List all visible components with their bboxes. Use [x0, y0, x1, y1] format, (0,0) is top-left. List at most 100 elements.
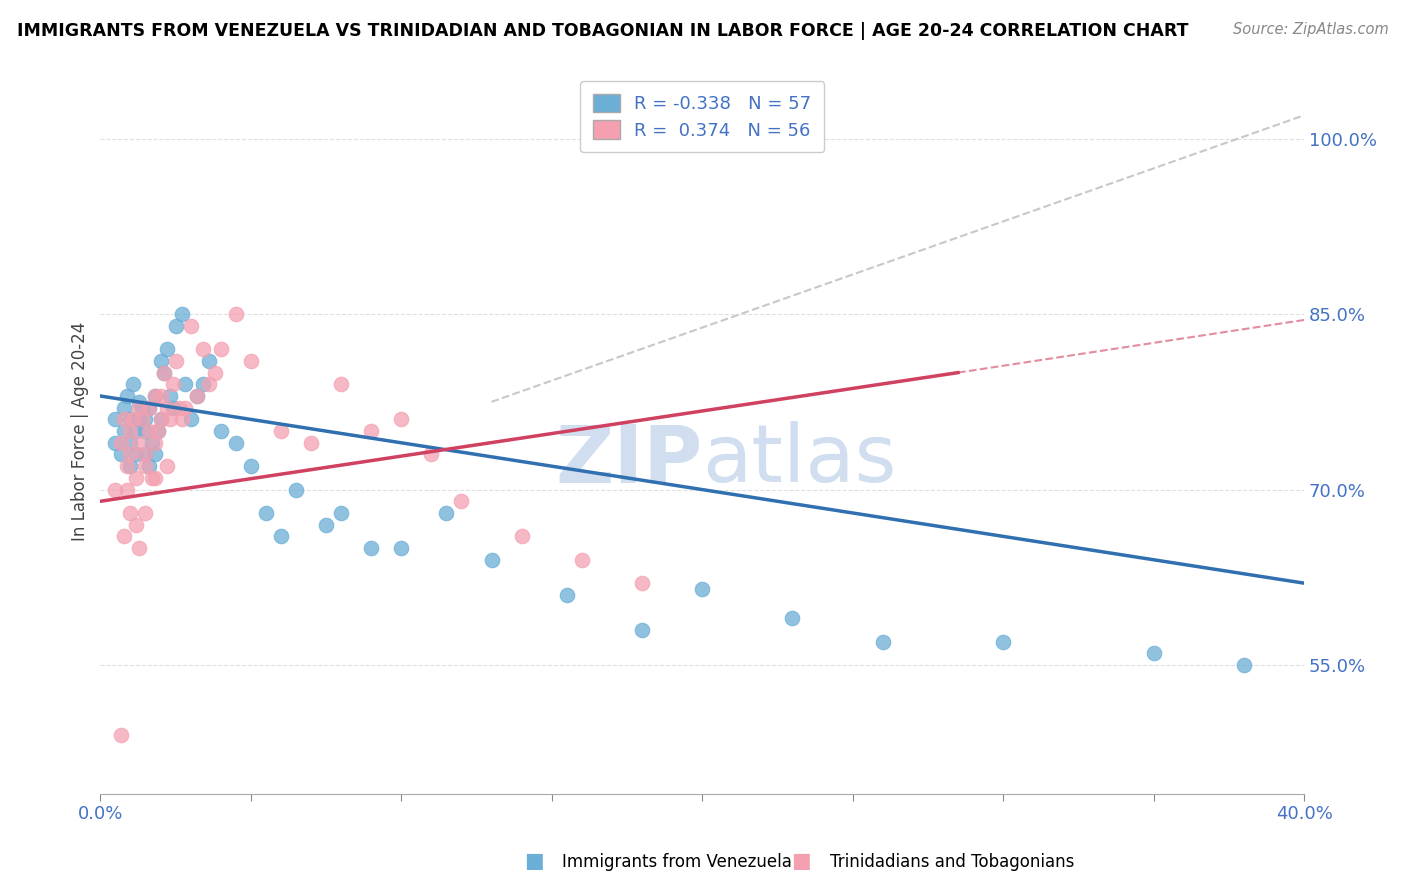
Point	[389, 541, 412, 555]
Point	[420, 448, 443, 462]
Point	[204, 366, 226, 380]
Point	[122, 412, 145, 426]
Text: ■: ■	[792, 851, 811, 871]
Point	[122, 377, 145, 392]
Point	[170, 307, 193, 321]
Point	[209, 424, 232, 438]
Point	[143, 389, 166, 403]
Point	[159, 389, 181, 403]
Point	[152, 366, 174, 380]
Point	[360, 424, 382, 438]
Point	[360, 541, 382, 555]
Point	[173, 377, 195, 392]
Point	[284, 483, 307, 497]
Point	[131, 401, 153, 415]
Point	[165, 318, 187, 333]
Point	[186, 389, 208, 403]
Point	[180, 318, 202, 333]
Text: Source: ZipAtlas.com: Source: ZipAtlas.com	[1233, 22, 1389, 37]
Point	[134, 506, 156, 520]
Point	[149, 354, 172, 368]
Point	[299, 435, 322, 450]
Point	[110, 435, 132, 450]
Point	[125, 424, 148, 438]
Point	[991, 634, 1014, 648]
Point	[143, 471, 166, 485]
Point	[571, 553, 593, 567]
Point	[149, 412, 172, 426]
Point	[138, 459, 160, 474]
Point	[125, 471, 148, 485]
Point	[170, 412, 193, 426]
Point	[143, 389, 166, 403]
Point	[155, 401, 177, 415]
Point	[120, 412, 142, 426]
Point	[162, 377, 184, 392]
Point	[631, 576, 654, 591]
Point	[134, 459, 156, 474]
Point	[128, 412, 150, 426]
Point	[1142, 646, 1164, 660]
Point	[120, 448, 142, 462]
Point	[690, 582, 713, 596]
Point	[162, 401, 184, 415]
Point	[191, 377, 214, 392]
Point	[146, 424, 169, 438]
Point	[125, 517, 148, 532]
Point	[270, 529, 292, 543]
Point	[104, 435, 127, 450]
Point	[225, 307, 247, 321]
Point	[197, 354, 219, 368]
Point	[138, 401, 160, 415]
Point	[239, 354, 262, 368]
Point	[141, 471, 163, 485]
Text: Trinidadians and Tobagonians: Trinidadians and Tobagonians	[830, 853, 1074, 871]
Point	[270, 424, 292, 438]
Point	[128, 541, 150, 555]
Point	[117, 389, 139, 403]
Point	[450, 494, 472, 508]
Point	[117, 459, 139, 474]
Point	[631, 623, 654, 637]
Point	[128, 395, 150, 409]
Point	[112, 412, 135, 426]
Point	[167, 401, 190, 415]
Point	[155, 459, 177, 474]
Point	[141, 435, 163, 450]
Point	[159, 412, 181, 426]
Point	[110, 728, 132, 742]
Point	[125, 448, 148, 462]
Point	[315, 517, 337, 532]
Text: ■: ■	[524, 851, 544, 871]
Point	[134, 448, 156, 462]
Point	[138, 401, 160, 415]
Point	[481, 553, 503, 567]
Point	[225, 435, 247, 450]
Point	[112, 529, 135, 543]
Text: atlas: atlas	[702, 421, 897, 500]
Point	[555, 588, 578, 602]
Legend: R = -0.338   N = 57, R =  0.374   N = 56: R = -0.338 N = 57, R = 0.374 N = 56	[581, 81, 824, 153]
Point	[155, 343, 177, 357]
Text: Immigrants from Venezuela: Immigrants from Venezuela	[562, 853, 792, 871]
Point	[110, 448, 132, 462]
Point	[191, 343, 214, 357]
Point	[134, 448, 156, 462]
Point	[146, 424, 169, 438]
Point	[186, 389, 208, 403]
Point	[165, 354, 187, 368]
Point	[254, 506, 277, 520]
Point	[436, 506, 458, 520]
Point	[1233, 658, 1256, 673]
Point	[104, 412, 127, 426]
Text: ZIP: ZIP	[555, 421, 702, 500]
Point	[152, 366, 174, 380]
Point	[143, 448, 166, 462]
Point	[149, 389, 172, 403]
Y-axis label: In Labor Force | Age 20-24: In Labor Force | Age 20-24	[72, 321, 89, 541]
Point	[389, 412, 412, 426]
Point	[120, 459, 142, 474]
Point	[138, 424, 160, 438]
Point	[120, 435, 142, 450]
Point	[134, 412, 156, 426]
